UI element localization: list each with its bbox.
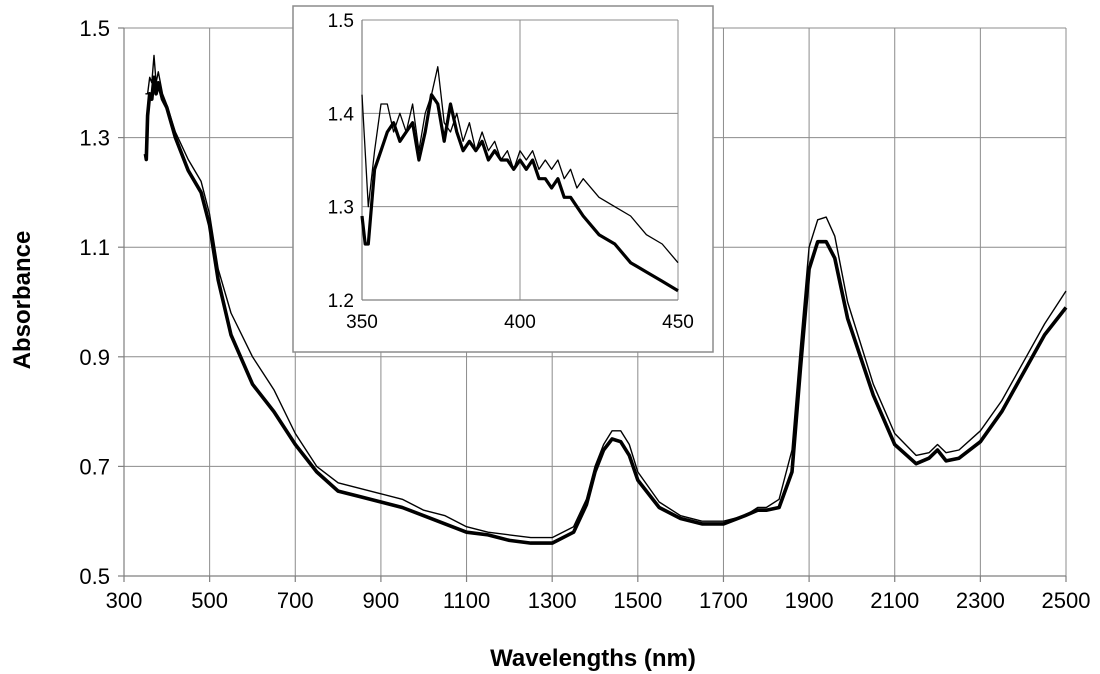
main-x-tick-label: 1900 (785, 588, 834, 613)
main-x-tick-label: 500 (191, 588, 228, 613)
inset-plot: 350 400 450 1.2 1.3 1.4 1.5 (292, 5, 714, 353)
main-x-tick-label: 700 (277, 588, 314, 613)
inset-y-tick-label: 1.4 (328, 104, 355, 125)
main-y-tick-label: 1.3 (79, 126, 110, 151)
x-axis-title: Wavelengths (nm) (490, 645, 696, 672)
inset-y-tick-label: 1.5 (328, 11, 354, 32)
main-y-tick-label: 1.5 (79, 16, 110, 41)
main-y-tick-label: 0.7 (79, 454, 110, 479)
inset-y-tick-label: 1.2 (328, 291, 354, 312)
inset-series-line-thin (361, 66, 679, 264)
main-series-line-thin (145, 54, 1067, 539)
inset-x-tick-label: 350 (346, 312, 378, 333)
main-series-line-thick (143, 75, 1068, 545)
main-y-tick-label: 0.5 (79, 564, 110, 589)
main-x-tick-label: 1100 (443, 588, 490, 613)
inset-series-line-thick (360, 93, 679, 293)
main-x-tick-label: 300 (106, 588, 143, 613)
main-x-tick-label: 1500 (613, 588, 662, 613)
main-x-tick-label: 900 (363, 588, 400, 613)
main-y-tick-label: 1.1 (79, 235, 110, 260)
inset-frame (292, 5, 714, 353)
main-x-tick-label: 1300 (528, 588, 577, 613)
main-y-tick-label: 0.9 (79, 345, 110, 370)
main-x-tick-label: 2300 (956, 588, 1005, 613)
main-x-tick-label: 1700 (699, 588, 748, 613)
y-axis-title: Absorbance (9, 231, 36, 370)
inset-x-tick-label: 450 (662, 312, 694, 333)
inset-y-tick-label: 1.3 (328, 198, 354, 219)
main-x-tick-label: 2100 (870, 588, 919, 613)
main-x-tick-label: 2500 (1042, 588, 1091, 613)
inset-x-tick-label: 400 (504, 312, 536, 333)
